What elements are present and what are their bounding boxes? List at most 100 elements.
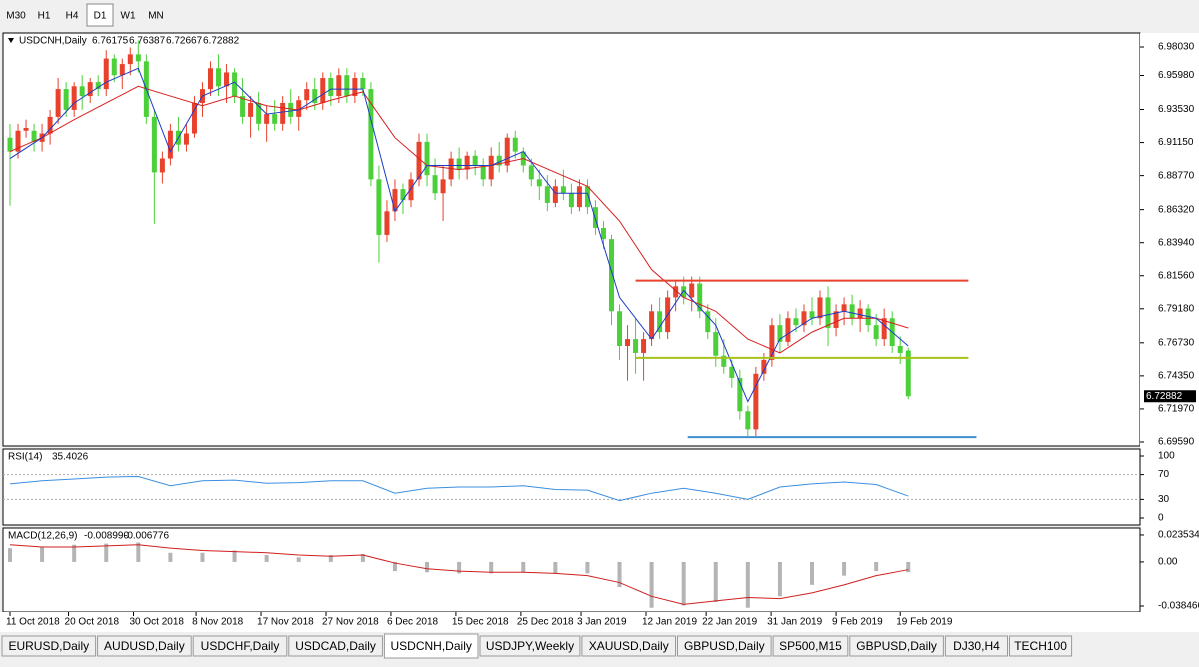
candle-body: [320, 77, 326, 103]
candle-body: [817, 297, 823, 319]
candle-body: [159, 158, 165, 173]
candle-body: [224, 72, 230, 87]
histogram-bar: [745, 561, 750, 608]
indicator-value: 35.4026: [52, 452, 89, 463]
y-tick-label: 6.79180: [1158, 303, 1195, 314]
chart-tab[interactable]: [849, 635, 944, 657]
x-tick-label: 15 Dec 2018: [452, 617, 509, 628]
chart-tab-label[interactable]: TECH100: [1014, 639, 1067, 653]
candle-body: [368, 89, 374, 180]
candle-body: [256, 102, 262, 124]
chart-tab[interactable]: [479, 635, 581, 657]
timeframe-label[interactable]: MN: [148, 11, 164, 22]
chart-tab-label[interactable]: AUDUSD,Daily: [104, 639, 185, 653]
x-tick-label: 3 Jan 2019: [577, 617, 627, 628]
candle-body: [312, 89, 318, 103]
signal-line: [9, 544, 909, 605]
chart-tab[interactable]: [192, 635, 288, 657]
chart-tab[interactable]: [677, 635, 772, 657]
chart-tab[interactable]: [772, 635, 849, 657]
chart-tab[interactable]: [581, 635, 677, 657]
chart-tab[interactable]: [383, 633, 479, 659]
y-tick-label: 6.74350: [1158, 371, 1195, 382]
candle-body: [464, 155, 470, 170]
y-tick-label: 0: [1158, 513, 1164, 524]
candle-body: [288, 102, 294, 117]
x-tick-label: 27 Nov 2018: [322, 617, 379, 628]
candle-body: [729, 366, 735, 378]
timeframe-button[interactable]: [86, 3, 114, 27]
x-tick-label: 11 Oct 2018: [6, 617, 60, 628]
ohlc-value: 6.76387: [129, 36, 166, 47]
candle-body: [857, 308, 863, 319]
candle-body: [472, 155, 478, 166]
moving-average: [9, 85, 909, 354]
candle-body: [544, 186, 550, 203]
y-tick-label: 6.91150: [1158, 137, 1194, 148]
x-tick-label: 19 Feb 2019: [896, 617, 953, 628]
histogram-bar: [360, 553, 365, 562]
candle-body: [793, 318, 799, 326]
chart-tab-label[interactable]: EURUSD,Daily: [8, 639, 89, 653]
timeframe-label[interactable]: H1: [38, 11, 51, 22]
candle-body: [496, 155, 502, 166]
macd-pane: [2, 527, 1141, 613]
candle-body: [769, 325, 775, 360]
candle-body: [785, 318, 791, 342]
timeframe-button[interactable]: [59, 4, 85, 26]
candle-body: [609, 239, 614, 312]
chart-tab[interactable]: [1009, 635, 1073, 657]
candle-body: [528, 165, 534, 180]
candle-body: [264, 114, 270, 124]
chart-tab-label[interactable]: USDCAD,Daily: [295, 639, 376, 653]
candle-body: [336, 75, 342, 97]
candle-body: [617, 311, 623, 347]
chart-tab[interactable]: [97, 635, 192, 657]
chart-tab-label[interactable]: SP500,M15: [779, 639, 842, 653]
candle-body: [576, 186, 582, 208]
timeframe-label[interactable]: M30: [6, 11, 26, 22]
candle-body: [400, 189, 406, 201]
candle-body: [384, 211, 390, 235]
timeframe-button[interactable]: [3, 4, 29, 26]
y-tick-label: 6.86320: [1158, 204, 1195, 215]
candle-body: [689, 283, 695, 298]
y-tick-label: 6.83940: [1158, 237, 1195, 248]
chart-tab[interactable]: [288, 635, 383, 657]
ohlc-value: 6.72882: [203, 36, 240, 47]
timeframe-label[interactable]: D1: [94, 11, 107, 22]
candle-body: [416, 141, 422, 180]
chart-tab-label[interactable]: USDCHF,Daily: [201, 639, 280, 653]
candle-body: [272, 114, 278, 124]
timeframe-label[interactable]: W1: [121, 11, 136, 22]
chart-tab[interactable]: [1, 635, 97, 657]
collapse-arrow[interactable]: [8, 38, 14, 43]
histogram-bar: [906, 561, 911, 573]
rsi-line: [9, 475, 909, 502]
chart-tab[interactable]: [944, 635, 1009, 657]
candle-body: [23, 127, 29, 131]
timeframe-button[interactable]: [115, 4, 141, 26]
main-pane: [2, 32, 1141, 447]
chart-tab-label[interactable]: USDCNH,Daily: [391, 639, 472, 653]
ohlc-value: 6.76175: [92, 36, 129, 47]
histogram-bar: [392, 561, 397, 572]
chart-tab-label[interactable]: GBPUSD,Daily: [684, 639, 765, 653]
current-price-box: [1144, 390, 1196, 403]
y-tick-label: 6.76730: [1158, 337, 1195, 348]
candle-body: [71, 86, 77, 110]
timeframe-label[interactable]: H4: [66, 11, 79, 22]
histogram-bar: [457, 561, 462, 574]
candle-body: [63, 89, 69, 110]
histogram-bar: [264, 555, 269, 562]
timeframe-button[interactable]: [31, 4, 57, 26]
chart-tab-label[interactable]: DJ30,H4: [953, 639, 1000, 653]
chart-tab-label[interactable]: USDJPY,Weekly: [486, 639, 574, 653]
candle-body: [127, 54, 133, 65]
chart-tab-label[interactable]: XAUUSD,Daily: [589, 639, 669, 653]
candle-body: [649, 311, 655, 340]
ohlc-value: 6.72667: [166, 36, 203, 47]
timeframe-button[interactable]: [143, 4, 169, 26]
chart-tab-label[interactable]: GBPUSD,Daily: [856, 639, 937, 653]
candle-body: [777, 325, 783, 342]
